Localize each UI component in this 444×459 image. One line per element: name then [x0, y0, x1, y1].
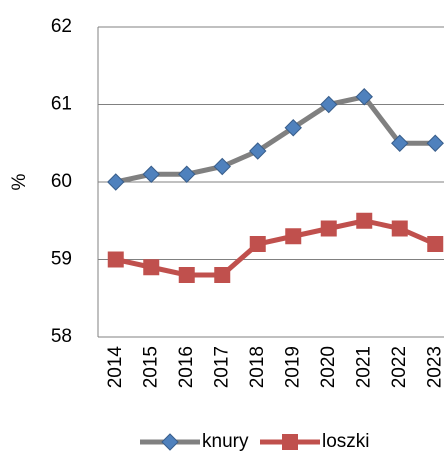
- x-tick-label: 2016: [176, 346, 197, 388]
- marker: [320, 95, 338, 114]
- marker: [142, 165, 160, 183]
- marker: [213, 157, 231, 176]
- series-line: [115, 218, 437, 278]
- x-tick-label: 2018: [247, 346, 268, 388]
- marker: [178, 267, 195, 283]
- marker: [249, 142, 267, 160]
- marker: [356, 212, 373, 229]
- legend-item: knury: [140, 431, 249, 452]
- legend-marker: [282, 434, 298, 450]
- marker: [320, 220, 337, 237]
- y-tick-label: 62: [51, 16, 72, 37]
- marker: [427, 236, 444, 252]
- marker: [178, 165, 196, 183]
- marker: [249, 236, 266, 252]
- y-axis-label: %: [9, 173, 30, 190]
- y-tick-label: 59: [51, 249, 72, 270]
- marker: [107, 173, 125, 191]
- y-tick-label: 61: [51, 94, 72, 115]
- y-tick-label: 58: [51, 326, 72, 347]
- marker: [284, 119, 302, 137]
- x-tick-label: 2015: [140, 346, 161, 388]
- x-tick-label: 2017: [211, 346, 232, 388]
- x-tick-label: 2019: [282, 346, 303, 388]
- marker: [143, 259, 160, 276]
- marker: [285, 228, 302, 245]
- marker: [426, 134, 444, 152]
- y-tick-label: 60: [51, 171, 72, 192]
- x-tick-label: 2022: [389, 346, 410, 388]
- marker: [391, 134, 409, 152]
- series-line: [115, 93, 436, 185]
- x-tick-label: 2021: [353, 346, 374, 388]
- legend-item: loszki: [260, 431, 370, 452]
- legend-label: loszki: [322, 431, 370, 452]
- marker: [391, 220, 408, 237]
- x-tick-label: 2014: [105, 346, 126, 389]
- marker: [355, 88, 373, 106]
- marker: [107, 251, 124, 268]
- legend-marker: [161, 433, 179, 451]
- x-tick-label: 2020: [318, 346, 339, 388]
- legend-label: knury: [202, 431, 249, 452]
- x-tick-label: 2023: [424, 346, 444, 388]
- marker: [214, 267, 231, 283]
